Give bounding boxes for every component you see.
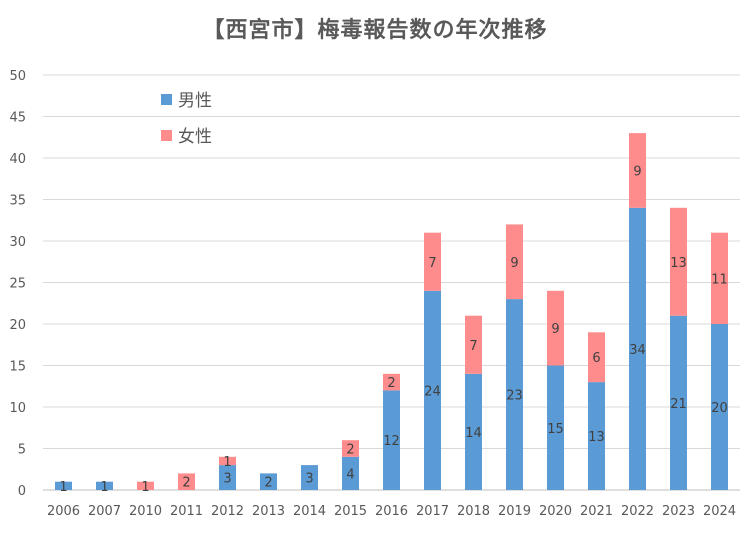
bar-segment — [342, 456, 359, 490]
data-label: 9 — [551, 322, 559, 337]
data-label: 3 — [223, 472, 231, 487]
bar-segment — [424, 290, 441, 490]
legend-label: 女性 — [178, 127, 212, 147]
data-label: 4 — [346, 467, 354, 482]
bar-segment — [588, 332, 605, 383]
y-tick-label: 30 — [9, 235, 26, 250]
data-label: 15 — [547, 422, 564, 437]
bar-segment — [629, 133, 646, 208]
legend-label: 男性 — [178, 91, 212, 111]
bar-segment — [342, 440, 359, 457]
legend-swatch — [161, 130, 172, 141]
bar-segment — [547, 365, 564, 490]
data-label: 23 — [506, 389, 523, 404]
y-tick-label: 45 — [9, 111, 26, 126]
bar-segment — [178, 473, 195, 490]
x-tick-label: 2015 — [334, 504, 367, 519]
y-tick-label: 25 — [9, 277, 26, 292]
bar-segment — [711, 232, 728, 324]
y-tick-label: 15 — [9, 360, 26, 375]
x-tick-label: 2022 — [621, 504, 654, 519]
x-tick-label: 2013 — [252, 504, 285, 519]
data-label: 2 — [264, 476, 272, 491]
chart-title: 【西宮市】梅毒報告数の年次推移 — [202, 18, 548, 43]
bar-segment — [465, 315, 482, 374]
data-label: 34 — [629, 343, 646, 358]
bar-segment — [629, 207, 646, 491]
data-label: 1 — [223, 455, 231, 470]
bar-segment — [219, 465, 236, 490]
bar-segment — [301, 465, 318, 490]
data-label: 2 — [387, 376, 395, 391]
x-tick-label: 2012 — [211, 504, 244, 519]
x-tick-label: 2024 — [703, 504, 736, 519]
data-label: 2 — [346, 443, 354, 458]
data-label: 3 — [305, 472, 313, 487]
x-tick-label: 2011 — [170, 504, 203, 519]
x-tick-label: 2020 — [539, 504, 572, 519]
bar-segment — [465, 373, 482, 490]
x-tick-label: 2007 — [88, 504, 121, 519]
bar-segment — [506, 224, 523, 300]
x-tick-label: 2018 — [457, 504, 490, 519]
data-label: 2 — [182, 476, 190, 491]
x-tick-label: 2021 — [580, 504, 613, 519]
data-label: 1 — [100, 480, 108, 495]
bar-segment — [424, 232, 441, 291]
data-label: 24 — [424, 384, 441, 399]
bar-segment — [219, 456, 236, 466]
x-tick-label: 2014 — [293, 504, 326, 519]
data-label: 9 — [633, 164, 641, 179]
data-label: 13 — [670, 256, 687, 271]
y-tick-label: 35 — [9, 194, 26, 209]
bar-segment — [55, 481, 72, 490]
x-tick-label: 2023 — [662, 504, 695, 519]
data-label: 7 — [469, 339, 477, 354]
x-tick-label: 2017 — [416, 504, 449, 519]
y-tick-label: 0 — [18, 484, 26, 499]
x-tick-label: 2019 — [498, 504, 531, 519]
data-label: 1 — [59, 480, 67, 495]
data-label: 1 — [141, 480, 149, 495]
data-label: 13 — [588, 430, 605, 445]
data-label: 9 — [510, 256, 518, 271]
legend-swatch — [161, 94, 172, 105]
bar-segment — [588, 382, 605, 490]
y-tick-label: 20 — [9, 318, 26, 333]
data-label: 6 — [592, 351, 600, 366]
bar-segment — [383, 390, 400, 490]
data-label: 21 — [670, 397, 687, 412]
data-label: 7 — [428, 256, 436, 271]
y-tick-label: 50 — [9, 69, 26, 84]
bar-segment — [711, 324, 728, 490]
bar-segment — [506, 299, 523, 490]
bar-segment — [547, 290, 564, 366]
y-tick-label: 10 — [9, 401, 26, 416]
bar-segment — [670, 207, 687, 316]
x-tick-label: 2016 — [375, 504, 408, 519]
bar-segment — [670, 315, 687, 490]
bar-segment — [96, 481, 113, 490]
data-label: 14 — [465, 426, 482, 441]
y-tick-label: 5 — [18, 443, 26, 458]
data-label: 12 — [383, 434, 400, 449]
x-tick-label: 2010 — [129, 504, 162, 519]
data-label: 20 — [711, 401, 728, 416]
x-tick-label: 2006 — [47, 504, 80, 519]
bar-segment — [137, 481, 154, 490]
bar-segment — [260, 473, 277, 490]
bar-segment — [383, 373, 400, 391]
data-label: 11 — [711, 272, 728, 287]
y-tick-label: 40 — [9, 152, 26, 167]
